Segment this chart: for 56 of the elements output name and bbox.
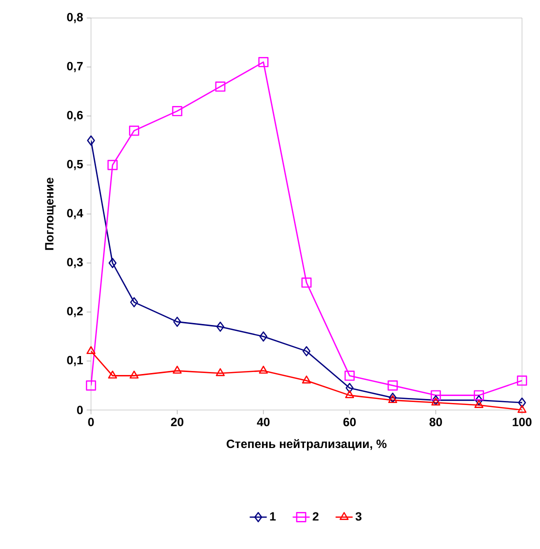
- y-tick-label: 0,6: [67, 110, 83, 122]
- point: [431, 398, 440, 406]
- x-tick-label: 100: [512, 418, 532, 426]
- point: [107, 160, 118, 170]
- y-tick-label: 0,4: [67, 208, 84, 220]
- point: [108, 370, 118, 379]
- point: [130, 370, 139, 379]
- point: [430, 390, 441, 400]
- legend-label: 2: [312, 512, 318, 521]
- point: [474, 395, 483, 406]
- point: [130, 297, 138, 308]
- y-tick-label: 0,3: [67, 258, 83, 268]
- y-tick-label: 0,1: [67, 356, 83, 366]
- point: [388, 392, 397, 403]
- point: [388, 380, 398, 391]
- legend-label: 3: [356, 512, 362, 521]
- point: [86, 380, 96, 391]
- point: [301, 278, 312, 288]
- point: [259, 331, 268, 342]
- x-tick-label: 40: [256, 418, 270, 426]
- point: [302, 376, 311, 384]
- point: [258, 57, 268, 68]
- x-tick-label: 0: [88, 418, 94, 426]
- y-axis-title: Поглощение: [45, 178, 56, 250]
- y-tick-label: 0: [77, 406, 83, 414]
- y-tick-label: 0,5: [67, 160, 83, 170]
- point: [258, 366, 268, 374]
- legend-label: 1: [270, 512, 276, 520]
- x-tick-label: 80: [430, 418, 442, 426]
- point: [172, 366, 182, 374]
- point: [129, 126, 140, 136]
- y-tick-label: 0,8: [67, 12, 83, 24]
- point: [518, 404, 526, 413]
- point: [344, 370, 355, 381]
- point: [345, 390, 354, 398]
- point: [215, 82, 226, 92]
- point: [388, 395, 398, 404]
- y-tick-label: 0,7: [67, 62, 83, 72]
- point: [216, 322, 224, 332]
- x-axis-title: Степень нейтрализации, %: [226, 439, 387, 450]
- point: [87, 135, 95, 146]
- point: [86, 346, 96, 354]
- point: [346, 382, 354, 394]
- point: [432, 395, 440, 406]
- point: [474, 400, 484, 408]
- x-tick-label: 20: [170, 418, 184, 426]
- y-tick-label: 0,2: [67, 306, 83, 318]
- point: [172, 106, 182, 116]
- point: [108, 258, 117, 268]
- point: [173, 316, 182, 327]
- point: [302, 346, 310, 356]
- point: [474, 390, 484, 400]
- point: [516, 376, 528, 386]
- x-tick-label: 60: [343, 418, 356, 426]
- point: [518, 398, 526, 408]
- point: [216, 368, 225, 376]
